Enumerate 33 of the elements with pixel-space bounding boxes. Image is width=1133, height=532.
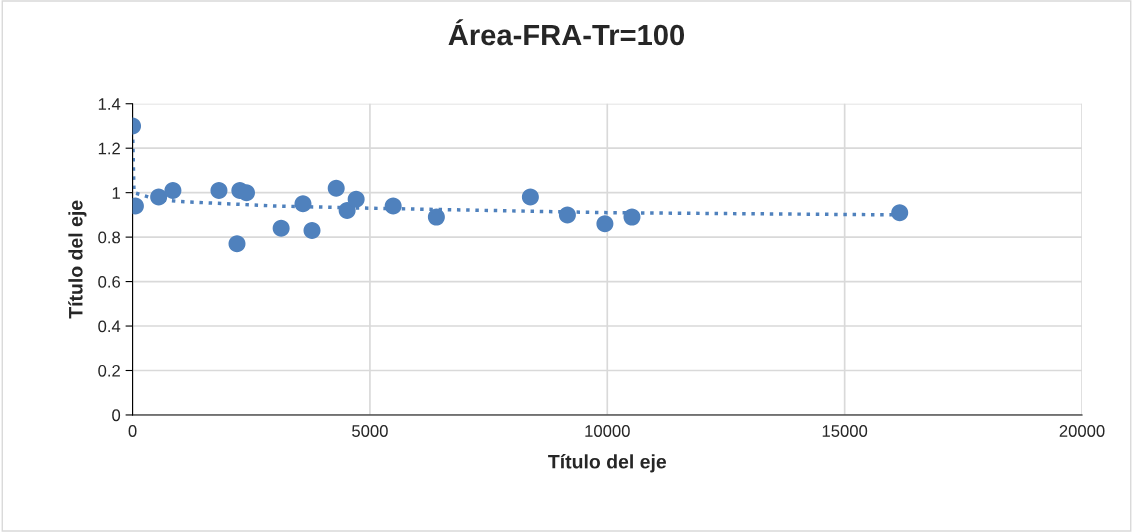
point — [294, 195, 312, 213]
y-axis-title: Título del eje — [68, 200, 87, 319]
point — [303, 221, 321, 239]
point — [272, 219, 290, 237]
point — [623, 208, 641, 226]
point — [210, 181, 228, 199]
y-tick-label: 0 — [112, 409, 121, 422]
point — [384, 197, 402, 215]
chart-title: Área-FRA-Tr=100 — [448, 19, 685, 46]
point — [347, 190, 365, 208]
point — [164, 181, 182, 199]
point — [427, 208, 445, 226]
point — [558, 206, 576, 224]
x-tick-label: 15000 — [822, 425, 868, 437]
point — [521, 188, 539, 206]
y-tick-label: 0.2 — [98, 364, 120, 377]
y-tick-label: 1 — [112, 187, 120, 199]
point — [891, 204, 909, 222]
x-tick-label: 10000 — [585, 425, 630, 437]
point — [596, 215, 614, 233]
x-axis-title: Título del eje — [548, 454, 667, 473]
y-tick-label: 0.6 — [98, 275, 121, 288]
x-tick-label: 5000 — [352, 425, 388, 437]
y-tick-label: 1.4 — [98, 98, 121, 110]
y-tick-label: 0.4 — [98, 320, 121, 333]
x-tick-label: 0 — [128, 425, 137, 437]
point — [228, 235, 246, 253]
y-tick-label: 0.8 — [98, 231, 121, 244]
x-tick-label: 20000 — [1059, 425, 1105, 437]
point — [327, 179, 345, 197]
y-tick-label: 1.2 — [98, 142, 120, 155]
point — [338, 201, 356, 219]
point — [150, 188, 168, 206]
